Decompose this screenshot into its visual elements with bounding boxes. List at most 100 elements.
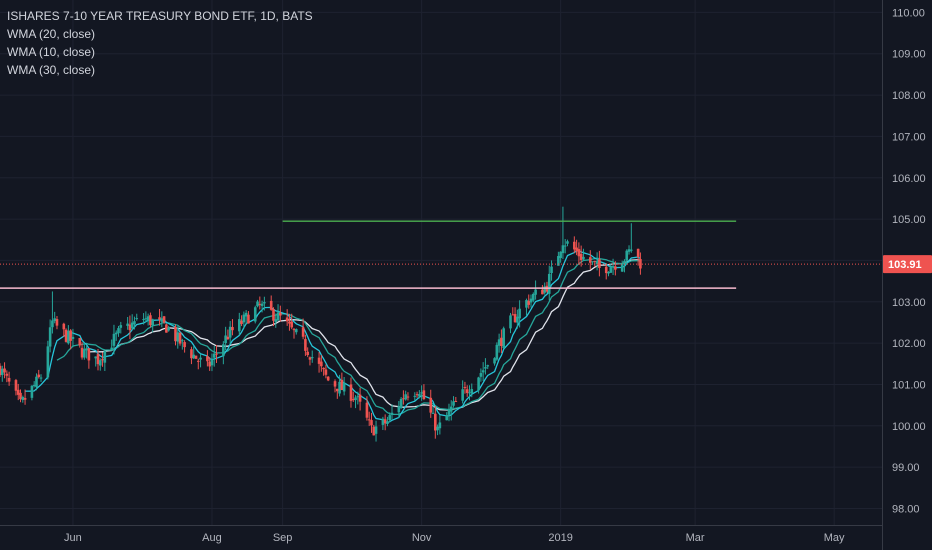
legend-study-wma10[interactable]: WMA (10, close) (7, 45, 96, 59)
candle-body (588, 257, 592, 263)
candle-body (397, 406, 401, 413)
candle-body (370, 420, 373, 426)
candle-body (39, 377, 43, 379)
candle-body (37, 374, 41, 378)
candle-body (336, 388, 339, 392)
candle-body (573, 241, 576, 250)
candle-body (240, 320, 243, 324)
candle-body (582, 256, 585, 260)
candle-body (256, 301, 259, 307)
candle-body (142, 319, 145, 321)
candle-body (16, 389, 20, 395)
candle-body (595, 260, 599, 265)
candle-body (269, 300, 273, 310)
time-tick-label: Nov (412, 532, 432, 544)
candle-body (30, 385, 34, 398)
candle-body (224, 335, 227, 344)
candle-body (324, 369, 328, 375)
time-tick-label: May (824, 532, 845, 544)
candle-body (422, 390, 426, 400)
candle-body (135, 318, 139, 320)
candle-body (445, 414, 448, 421)
candle-body (493, 358, 496, 364)
candle-body (194, 355, 198, 359)
wma30-line (88, 259, 641, 411)
candle-body (294, 329, 298, 333)
candle-body (23, 398, 27, 400)
candle-body (604, 266, 608, 274)
candle-body (64, 329, 68, 342)
candle-body (133, 321, 136, 325)
candle-body (51, 320, 54, 328)
candle-body (144, 318, 148, 320)
candle-body (639, 259, 642, 269)
candle-body (365, 402, 369, 418)
price-tick-label: 103.00 (892, 297, 926, 309)
candle-body (342, 382, 346, 392)
candle-body (481, 370, 485, 373)
wma20-line (56, 257, 641, 416)
candle-body (358, 394, 362, 402)
time-tick-label: Jun (64, 532, 82, 544)
time-tick-label: Sep (273, 532, 293, 544)
candle-body (55, 319, 59, 326)
candle-body (98, 360, 102, 366)
price-tick-label: 109.00 (892, 49, 926, 61)
candle-body (591, 261, 594, 263)
candle-body (418, 394, 421, 397)
candle-body (349, 384, 353, 401)
candle-body (338, 381, 341, 394)
candle-body (5, 373, 9, 376)
candle-body (117, 328, 120, 334)
candle-body (547, 273, 551, 294)
candle-body (83, 349, 86, 358)
chart-legend: ISHARES 7-10 YEAR TREASURY BOND ETF, 1D,… (7, 7, 313, 79)
candle-body (333, 381, 337, 387)
candle-body (636, 248, 640, 258)
candle-body (196, 360, 200, 362)
candle-body (3, 368, 6, 373)
candle-body (285, 317, 289, 322)
legend-title: ISHARES 7-10 YEAR TREASURY BOND ETF, 1D,… (7, 9, 313, 23)
candle-body (577, 249, 581, 257)
candle-body (630, 249, 633, 251)
candle-body (190, 349, 193, 359)
price-axis[interactable] (882, 0, 932, 550)
candle-body (226, 336, 230, 340)
candle-body (541, 289, 544, 295)
candle-body (208, 361, 211, 367)
candle-body (436, 426, 439, 431)
candle-body (260, 303, 264, 306)
price-tick-label: 105.00 (892, 214, 926, 226)
candle-body (272, 309, 275, 321)
candle-body (593, 260, 597, 262)
candle-body (486, 365, 490, 367)
candle-body (192, 354, 196, 359)
price-tick-label: 99.00 (892, 462, 920, 474)
candle-body (354, 397, 357, 401)
candle-body (611, 266, 615, 268)
candle-body (386, 421, 389, 424)
time-tick-label: Mar (686, 532, 705, 544)
candle-body (206, 356, 209, 362)
candle-body (383, 419, 387, 424)
candle-body (609, 267, 613, 273)
legend-study-wma30[interactable]: WMA (30, close) (7, 63, 96, 77)
candle-body (279, 312, 282, 316)
time-tick-label: 2019 (548, 532, 572, 544)
candle-body (320, 361, 323, 367)
candle-body (14, 380, 18, 391)
last-price-label: 103.91 (888, 259, 922, 271)
candle-body (71, 336, 75, 339)
legend-study-wma20[interactable]: WMA (20, close) (7, 27, 96, 41)
candle-body (620, 264, 624, 272)
candle-body (53, 318, 56, 322)
candle-body (199, 357, 202, 360)
candle-body (94, 356, 98, 359)
time-axis[interactable] (0, 525, 882, 550)
candle-body (112, 333, 116, 346)
candle-body (465, 389, 469, 393)
candle-body (178, 332, 182, 344)
